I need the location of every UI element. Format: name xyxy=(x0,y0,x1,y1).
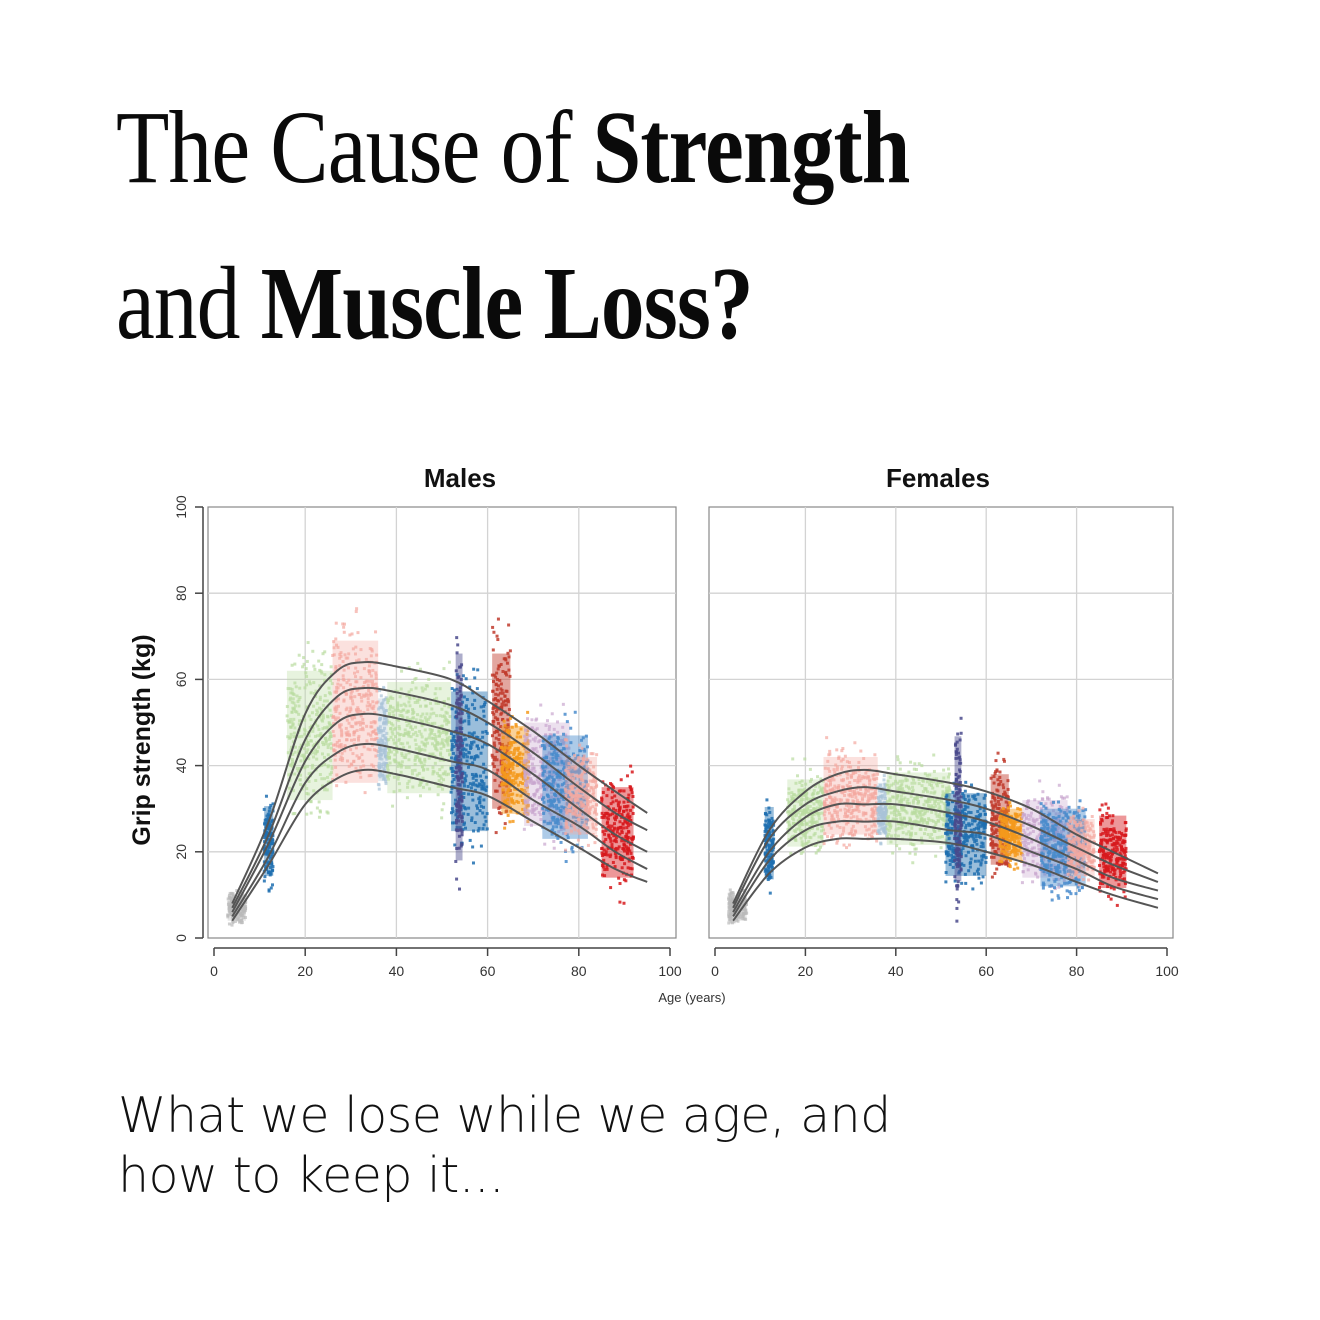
cohort-density xyxy=(601,787,634,878)
x-tick-label: 60 xyxy=(978,963,994,979)
y-axis-label: Grip strength (kg) xyxy=(128,634,156,845)
x-tick-label: 20 xyxy=(297,963,313,979)
cohort-density xyxy=(332,640,379,783)
females-panel-title: Females xyxy=(886,463,990,493)
centile-curves xyxy=(732,768,1159,922)
y-tick-label: 80 xyxy=(173,585,189,601)
chart-canvas: 0 20 40 60 80 100 0 20 40 60 80 100 0 20 40 60 80 100 Ma… xyxy=(128,463,1179,1005)
y-tick-label: 40 xyxy=(173,758,189,774)
title-bold-text: Strength xyxy=(592,90,911,205)
centile-bottom xyxy=(231,768,648,922)
centile-2 xyxy=(231,686,648,909)
subtitle-line-1: What we lose while we age, and xyxy=(118,1087,891,1144)
title-regular-text: and xyxy=(116,246,261,361)
y-tick-label: 100 xyxy=(173,495,189,519)
x-tick-label: 40 xyxy=(888,963,904,979)
cohort-density xyxy=(886,772,951,845)
y-tick-label: 20 xyxy=(173,844,189,860)
x-tick-label: 20 xyxy=(798,963,814,979)
x-tick-label: 60 xyxy=(480,963,496,979)
centile-top xyxy=(231,661,648,904)
centile-4 xyxy=(732,819,1159,917)
cohort-density xyxy=(378,698,388,782)
plot-border xyxy=(207,506,677,939)
x-tick-label: 100 xyxy=(658,963,682,979)
x-axis: 0 20 40 60 80 100 xyxy=(711,947,1179,979)
title-regular-text: The Cause of xyxy=(116,90,593,205)
title-line-1: The Cause of Strength xyxy=(116,70,1040,226)
centile-median xyxy=(732,802,1159,913)
centile-curves xyxy=(231,661,648,922)
title-line-2: and Muscle Loss? xyxy=(116,226,1040,382)
subtitle-line-2: how to keep it... xyxy=(118,1147,505,1204)
cohort-density xyxy=(999,808,1023,861)
cohort-density xyxy=(877,782,887,835)
x-axis: 0 20 40 60 80 100 xyxy=(210,947,682,979)
males-panel-title: Males xyxy=(424,463,496,493)
x-tick-label: 40 xyxy=(389,963,405,979)
x-tick-label: 80 xyxy=(571,963,587,979)
centile-4 xyxy=(231,742,648,917)
y-axis: 0 20 40 60 80 100 xyxy=(173,495,204,942)
y-tick-label: 0 xyxy=(173,934,189,942)
x-tick-label: 0 xyxy=(210,963,218,979)
females-panel: 0 20 40 60 80 100 xyxy=(708,506,1179,979)
cohort-density xyxy=(286,670,333,801)
cohort-density xyxy=(455,653,463,861)
centile-2 xyxy=(732,786,1159,909)
y-tick-label: 60 xyxy=(173,671,189,687)
cohort-density xyxy=(764,806,774,880)
centile-bottom xyxy=(732,837,1159,922)
x-tick-label: 80 xyxy=(1069,963,1085,979)
centile-median xyxy=(231,712,648,913)
grip-strength-chart: 0 20 40 60 80 100 0 20 40 60 80 100 0 20 40 60 80 100 Ma… xyxy=(0,440,1320,1040)
cohort-density xyxy=(954,736,962,882)
males-panel: 0 20 40 60 80 100 0 20 40 60 80 100 xyxy=(173,495,682,979)
subtitle: What we lose while we age, and how to ke… xyxy=(118,1086,891,1206)
plot-area xyxy=(207,506,677,939)
cohort-density xyxy=(945,793,987,876)
title-bold-text: Muscle Loss? xyxy=(260,246,754,361)
x-axis-label: Age (years) xyxy=(658,990,725,1005)
cohort-density xyxy=(565,756,598,835)
centile-top xyxy=(732,768,1159,904)
cohort-density xyxy=(387,681,452,794)
x-tick-label: 0 xyxy=(711,963,719,979)
x-tick-label: 100 xyxy=(1155,963,1179,979)
page-title: The Cause of Strength and Muscle Loss? xyxy=(116,70,1040,382)
